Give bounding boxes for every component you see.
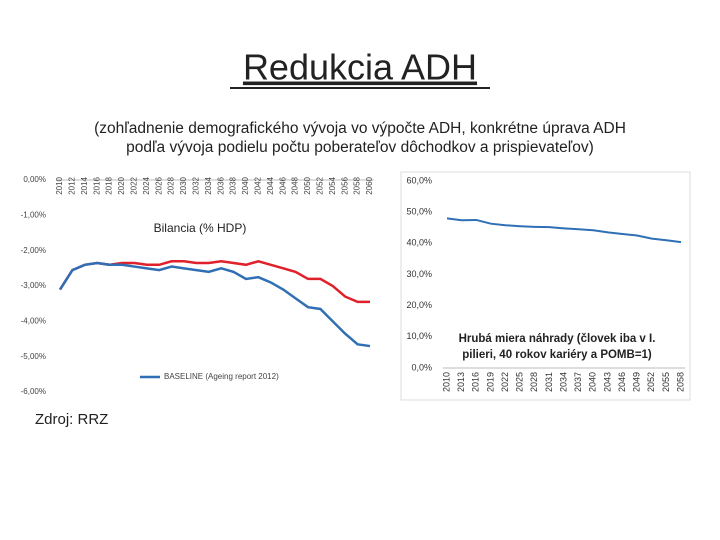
x-tick-label: 2054 [328, 176, 337, 194]
y-tick-label: -5,00% [21, 352, 46, 361]
x-tick-label: 2043 [602, 372, 612, 392]
x-tick-label: 2052 [316, 176, 325, 194]
x-tick-label: 2028 [529, 372, 539, 392]
x-tick-label: 2058 [353, 176, 362, 194]
chart-title: Bilancia (% HDP) [154, 221, 247, 235]
x-tick-label: 2016 [92, 176, 101, 194]
x-tick-label: 2012 [68, 176, 77, 194]
y-tick-label: -1,00% [21, 210, 46, 219]
series-line [58, 259, 370, 304]
x-tick-label: 2056 [340, 176, 349, 194]
x-tick-label: 2016 [471, 372, 481, 392]
x-tick-label: 2049 [632, 372, 642, 392]
x-tick-label: 2010 [441, 372, 451, 392]
x-tick-label: 2058 [675, 372, 685, 392]
subtitle: podľa vývoja podielu počtu poberateľov d… [126, 139, 594, 156]
x-tick-label: 2040 [241, 176, 250, 194]
x-tick-label: 2019 [485, 372, 495, 392]
subtitle: (zohľadnenie demografického vývoja vo vý… [94, 120, 626, 137]
source: Zdroj: RRZ [35, 411, 108, 428]
y-tick-label: 0,00% [23, 175, 46, 184]
series-line [58, 261, 371, 348]
x-tick-label: 2018 [105, 176, 114, 194]
x-tick-label: 2036 [216, 176, 225, 194]
x-tick-label: 2042 [254, 176, 263, 194]
x-tick-label: 2028 [167, 176, 176, 194]
x-tick-label: 2040 [588, 372, 598, 392]
y-tick-label: 0,0% [411, 362, 432, 372]
y-tick-label: 10,0% [406, 331, 432, 341]
x-tick-label: 2034 [204, 176, 213, 194]
x-tick-label: 2014 [80, 176, 89, 194]
x-tick-label: 2025 [515, 372, 525, 392]
x-tick-label: 2048 [291, 176, 300, 194]
y-tick-label: -6,00% [21, 387, 46, 396]
x-tick-label: 2044 [266, 176, 275, 194]
chart-title: Hrubá miera náhrady (človek iba v I. [459, 333, 656, 345]
x-tick-label: 2050 [303, 176, 312, 194]
y-tick-label: -4,00% [21, 316, 46, 325]
x-tick-label: 2046 [278, 176, 287, 194]
y-tick-label: 30,0% [406, 269, 432, 279]
x-tick-label: 2024 [142, 176, 151, 194]
x-tick-label: 2034 [558, 372, 568, 392]
y-tick-label: -3,00% [21, 281, 46, 290]
x-tick-label: 2020 [117, 176, 126, 194]
x-tick-label: 2046 [617, 372, 627, 392]
x-tick-label: 2038 [229, 176, 238, 194]
x-tick-label: 2055 [661, 372, 671, 392]
y-tick-label: 40,0% [406, 238, 432, 248]
x-tick-label: 2037 [573, 372, 583, 392]
chart-title: pilieri, 40 rokov kariéry a POMB=1) [462, 349, 652, 361]
x-tick-label: 2030 [179, 176, 188, 194]
y-tick-label: -2,00% [21, 246, 46, 255]
x-tick-label: 2032 [192, 176, 201, 194]
y-tick-label: 60,0% [406, 175, 432, 185]
chart-frame [400, 171, 691, 401]
series-line [446, 217, 682, 244]
x-tick-label: 2031 [544, 372, 554, 392]
legend-label: BASELINE (Ageing report 2012) [164, 372, 279, 381]
x-tick-label: 2060 [365, 176, 374, 194]
x-tick-label: 2013 [456, 372, 466, 392]
x-tick-label: 2022 [500, 372, 510, 392]
x-tick-label: 2052 [646, 372, 656, 392]
y-tick-label: 50,0% [406, 207, 432, 217]
y-tick-label: 20,0% [406, 300, 432, 310]
x-tick-label: 2010 [55, 176, 64, 194]
x-tick-label: 2022 [130, 176, 139, 194]
x-tick-label: 2026 [154, 176, 163, 194]
slide-title: Redukcia ADH [243, 47, 477, 88]
